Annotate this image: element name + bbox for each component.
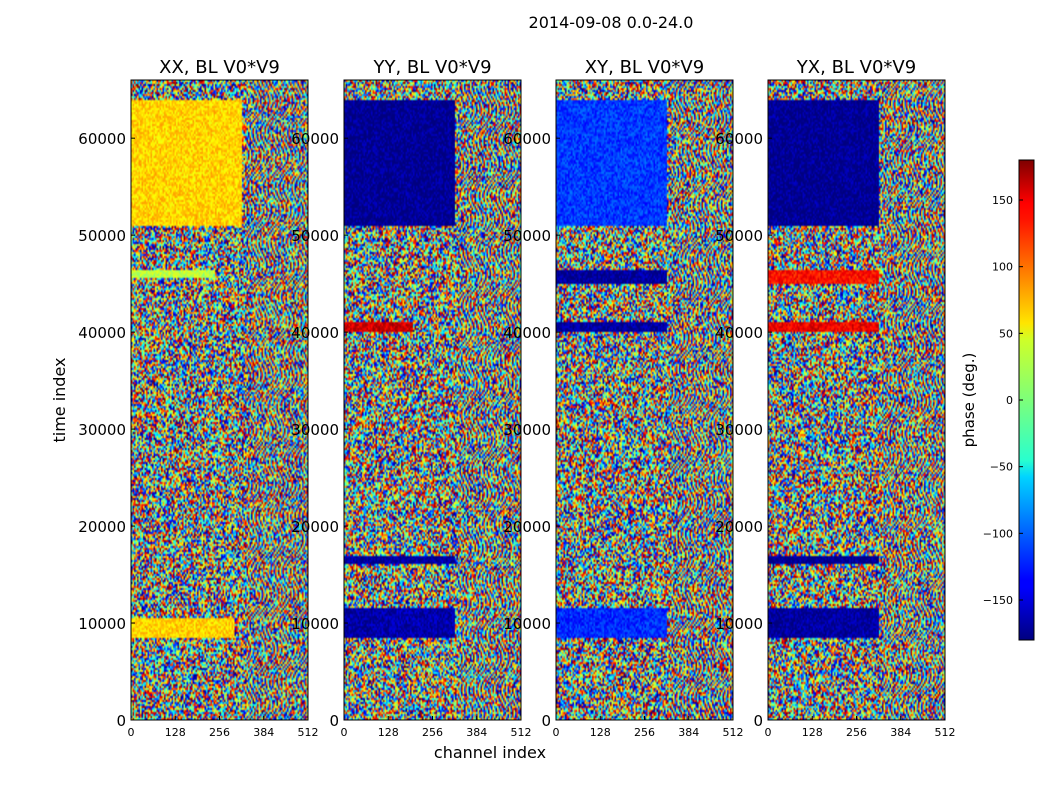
y-tick-label: 0: [541, 712, 551, 730]
colorbar-ticks: 150 100 50 0 −50 −100 −150: [983, 194, 1023, 607]
y-tick-label: 0: [329, 712, 339, 730]
x-tick-label: 0: [341, 726, 348, 739]
y-tick-label: 50000: [78, 227, 126, 245]
colorbar-tick-label: 50: [999, 327, 1013, 340]
y-tick-label: 50000: [715, 227, 763, 245]
y-tick-label: 50000: [503, 227, 551, 245]
x-tick-label: 128: [165, 726, 186, 739]
colorbar-tick-label: −50: [990, 461, 1013, 474]
x-tick-label: 0: [765, 726, 772, 739]
colorbar-tick-label: −150: [983, 594, 1013, 607]
panel-title: YX, BL V0*V9: [796, 57, 916, 78]
x-tick-label: 0: [128, 726, 135, 739]
panel-1: YY, BL V0*V9 0 128 256 384 512 0 10000 20000 3000…: [291, 57, 531, 739]
x-tick-label: 256: [846, 726, 867, 739]
colorbar-tick-label: 100: [992, 261, 1013, 274]
x-tick-label: 512: [723, 726, 744, 739]
y-axis-label: time index: [50, 357, 69, 442]
x-tick-label: 256: [209, 726, 230, 739]
x-tick-label: 384: [678, 726, 699, 739]
y-tick-label: 40000: [715, 324, 763, 342]
panels: XX, BL V0*V9 0 128 256 384 512 0 10000 20000 3000…: [78, 57, 955, 739]
x-axis-label: channel index: [434, 743, 546, 762]
y-tick-label: 20000: [503, 518, 551, 536]
x-tick-label: 384: [253, 726, 274, 739]
y-tick-label: 30000: [503, 421, 551, 439]
figure-suptitle: 2014-09-08 0.0-24.0: [529, 13, 694, 32]
y-tick-label: 10000: [291, 615, 339, 633]
y-tick-label: 60000: [503, 130, 551, 148]
y-tick-label: 20000: [291, 518, 339, 536]
y-tick-label: 40000: [78, 324, 126, 342]
colorbar: 150 100 50 0 −50 −100 −150 phase (deg.): [960, 159, 1035, 641]
colorbar-label: phase (deg.): [960, 353, 978, 448]
x-tick-label: 256: [422, 726, 443, 739]
y-tick-label: 30000: [715, 421, 763, 439]
y-tick-label: 60000: [291, 130, 339, 148]
panel-title: XX, BL V0*V9: [159, 57, 280, 78]
y-tick-label: 60000: [715, 130, 763, 148]
y-tick-label: 40000: [291, 324, 339, 342]
heatmap-image: [556, 80, 733, 720]
x-tick-label: 384: [890, 726, 911, 739]
y-tick-label: 0: [753, 712, 763, 730]
y-tick-label: 10000: [78, 615, 126, 633]
x-tick-label: 512: [935, 726, 956, 739]
colorbar-tick-label: 0: [1006, 394, 1013, 407]
y-tick-label: 20000: [715, 518, 763, 536]
x-tick-label: 512: [511, 726, 532, 739]
y-tick-label: 20000: [78, 518, 126, 536]
x-tick-label: 128: [590, 726, 611, 739]
y-tick-label: 40000: [503, 324, 551, 342]
y-tick-label: 50000: [291, 227, 339, 245]
y-tick-label: 30000: [78, 421, 126, 439]
x-tick-label: 0: [553, 726, 560, 739]
y-tick-label: 10000: [715, 615, 763, 633]
x-tick-label: 512: [298, 726, 319, 739]
x-tick-label: 128: [378, 726, 399, 739]
panel-title: YY, BL V0*V9: [372, 57, 491, 78]
colorbar-tick-label: 150: [992, 194, 1013, 207]
y-tick-label: 0: [116, 712, 126, 730]
heatmap-image: [131, 80, 308, 720]
panel-title: XY, BL V0*V9: [585, 57, 704, 78]
y-tick-label: 10000: [503, 615, 551, 633]
x-tick-label: 384: [466, 726, 487, 739]
y-tick-label: 60000: [78, 130, 126, 148]
panel-3: YX, BL V0*V9 0 128 256 384 512 0 10000 20000 3000…: [715, 57, 955, 739]
x-tick-label: 256: [634, 726, 655, 739]
heatmap-image: [344, 80, 521, 720]
x-tick-label: 128: [802, 726, 823, 739]
heatmap-image: [768, 80, 945, 720]
colorbar-tick-label: −100: [983, 527, 1013, 540]
panel-0: XX, BL V0*V9 0 128 256 384 512 0 10000 20000 3000…: [78, 57, 318, 739]
panel-2: XY, BL V0*V9 0 128 256 384 512 0 10000 20000 3000…: [503, 57, 743, 739]
y-tick-label: 30000: [291, 421, 339, 439]
